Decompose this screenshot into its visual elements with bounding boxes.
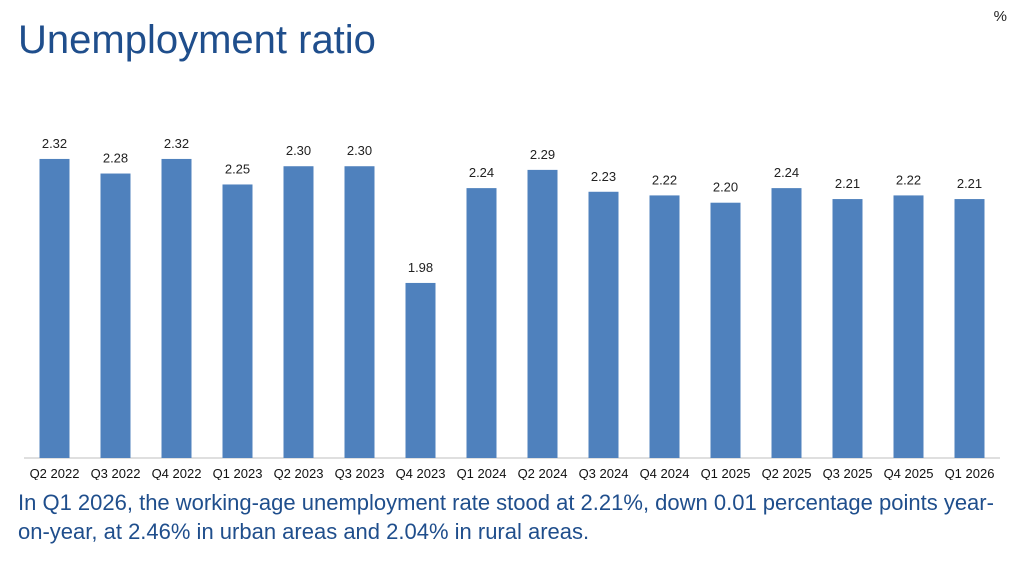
data-label: 2.24	[774, 165, 799, 180]
chart-title: Unemployment ratio	[18, 18, 376, 62]
x-tick-label: Q4 2022	[152, 466, 202, 480]
bar	[344, 166, 375, 458]
bar	[893, 195, 924, 459]
data-label: 2.23	[591, 169, 616, 184]
data-label: 2.22	[896, 172, 921, 187]
bar	[588, 191, 619, 458]
bar	[161, 158, 192, 459]
data-label: 2.30	[286, 143, 311, 158]
data-label: 2.25	[225, 161, 250, 176]
bar	[832, 199, 863, 458]
x-tick-label: Q4 2025	[884, 466, 934, 480]
x-tick-label: Q1 2024	[457, 466, 507, 480]
x-tick-label: Q3 2024	[579, 466, 629, 480]
x-tick-label: Q1 2023	[213, 466, 263, 480]
x-tick-label: Q2 2024	[518, 466, 568, 480]
bar	[405, 282, 436, 458]
x-tick-label: Q3 2023	[335, 466, 385, 480]
bar	[283, 166, 314, 458]
unit-label: %	[993, 8, 1007, 25]
x-tick-label: Q1 2025	[701, 466, 751, 480]
bar	[771, 188, 802, 458]
data-label: 2.22	[652, 172, 677, 187]
bar	[710, 202, 741, 458]
bar	[649, 195, 680, 459]
bar	[100, 173, 131, 458]
x-tick-label: Q3 2025	[823, 466, 873, 480]
x-tick-label: Q4 2024	[640, 466, 690, 480]
footnote-text: In Q1 2026, the working-age unemployment…	[18, 490, 994, 544]
data-label: 2.21	[957, 176, 982, 191]
data-label: 2.28	[103, 151, 128, 166]
data-label: 1.98	[408, 260, 433, 275]
x-tick-label: Q2 2023	[274, 466, 324, 480]
bar-chart: 2.32 Q2 2022 2.28 Q3 2022 2.32 Q4 2022 2.25 Q1 …	[24, 136, 1000, 480]
x-tick-label: Q3 2022	[91, 466, 141, 480]
data-label: 2.21	[835, 176, 860, 191]
data-label: 2.30	[347, 143, 372, 158]
bar	[222, 184, 253, 458]
x-tick-label: Q1 2026	[945, 466, 995, 480]
data-label: 2.20	[713, 180, 738, 195]
bar	[39, 158, 70, 459]
x-tick-label: Q2 2022	[30, 466, 80, 480]
data-label: 2.32	[42, 136, 67, 151]
data-label: 2.32	[164, 136, 189, 151]
bar	[954, 199, 985, 458]
bar	[466, 188, 497, 458]
x-tick-label: Q4 2023	[396, 466, 446, 480]
x-tick-label: Q2 2025	[762, 466, 812, 480]
data-label: 2.29	[530, 147, 555, 162]
data-label: 2.24	[469, 165, 494, 180]
bar	[527, 169, 558, 458]
